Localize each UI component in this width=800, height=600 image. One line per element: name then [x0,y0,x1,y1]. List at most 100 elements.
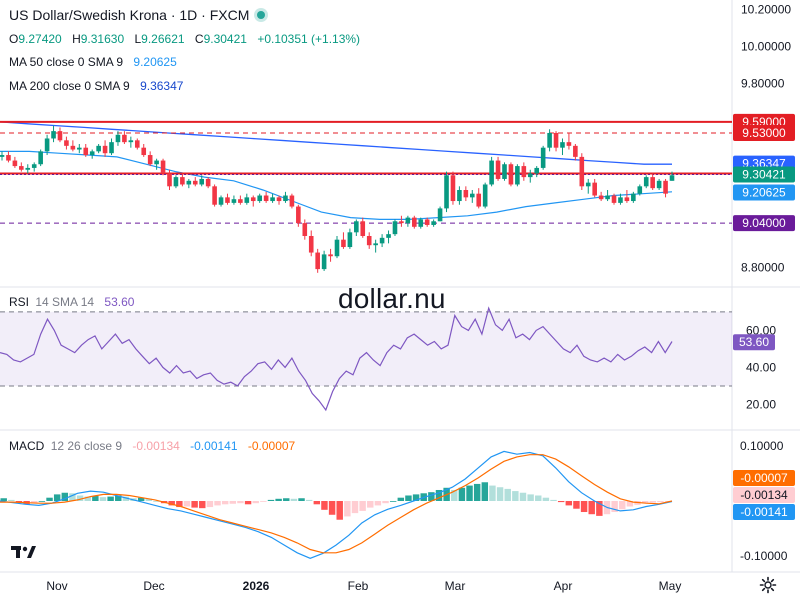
candle-body [611,195,617,203]
macd-histogram-bar [611,501,618,513]
time-tick-label: Feb [348,579,369,593]
candle-body [476,193,482,207]
macd-legend[interactable]: MACD 12 26 close 9 -0.00134 -0.00141 -0.… [9,439,295,453]
rsi-value-tag-label: 53.60 [739,335,769,349]
price-tag-label: 9.04000 [742,216,786,230]
candle-body [502,164,507,179]
price-tick-label: 10.00000 [741,39,791,53]
macd-histogram-bar [305,499,313,501]
ma200-legend[interactable]: MA 200 close 0 SMA 9 9.36347 [9,79,183,93]
candle-body [431,221,436,225]
candle-body [25,167,31,170]
macd-line-value: -0.00141 [190,439,238,453]
ma200-line [0,121,672,165]
candle-body [566,142,572,146]
tradingview-logo-icon[interactable] [10,541,38,561]
candle-body [669,175,675,181]
candle-body [115,134,121,143]
price-tag-label: 9.30421 [742,168,786,182]
macd-histogram-bar [267,499,275,501]
candle-body [424,219,430,225]
candle-body [270,197,275,202]
macd-histogram-bar [298,498,305,501]
candle-body [31,164,37,168]
candle-body [38,151,43,165]
candle-body [231,199,237,203]
candle-body [134,140,140,148]
macd-histogram-bar [481,482,489,501]
candle-body [289,195,295,207]
candle-body [450,175,456,202]
candle-body [192,180,198,185]
candle-body [347,232,353,248]
rsi-legend[interactable]: RSI 14 SMA 14 53.60 [9,295,134,309]
candle-body [560,142,565,148]
candle-body [263,195,269,202]
macd-histogram-bar [275,498,282,501]
candle-body [70,145,76,150]
macd-histogram-bar [596,501,603,516]
macd-histogram-bar [466,485,473,501]
price-tick-label: 8.80000 [741,260,785,274]
macd-value-tag [733,470,795,486]
candle-body [579,156,585,187]
settings-gear-icon[interactable] [759,576,777,594]
macd-histogram-bar [183,501,191,507]
macd-histogram-bar [313,501,321,505]
candle-body [482,184,488,207]
candle-body [96,145,101,152]
price-tag [733,215,795,232]
candle-body [457,190,462,202]
candle-body [598,195,604,200]
macd-histogram-bar [145,498,153,501]
rsi-tick-label: 20.00 [746,397,776,411]
candle-body [180,177,185,185]
macd-histogram-bar [221,501,229,505]
candle-body [199,178,205,185]
symbol-title-row[interactable]: US Dollar/Swedish Krona · 1D · FXCM [9,7,266,23]
macd-tick-label: 0.10000 [740,439,784,453]
symbol-title[interactable]: US Dollar/Swedish Krona · 1D · FXCM [9,7,250,23]
candle-body [109,142,114,154]
macd-histogram-bar [191,501,198,508]
candle-body [547,132,552,148]
candle-body [573,145,578,157]
macd-histogram-bar [38,501,46,502]
candle-body [540,147,546,168]
macd-histogram-bar [328,501,336,515]
macd-histogram-bar [252,501,259,504]
watermark-text: dollar.nu [338,283,446,314]
macd-histogram-bar [260,501,267,502]
candle-body [366,236,372,246]
candle-body [147,155,153,165]
ma50-line [0,150,673,220]
macd-histogram-bar [367,501,374,508]
rsi-value: 53.60 [104,295,135,309]
ma50-value: 9.20625 [133,55,177,69]
rsi-tick-label: 60.00 [746,323,776,337]
macd-histogram-bar [336,501,343,520]
candle-body [399,221,404,224]
macd-histogram-bar [206,501,214,508]
macd-histogram-bar [237,501,244,504]
candle-body [379,237,385,244]
candle-body [51,131,56,139]
candle-body [186,180,192,185]
rsi-band-fill [0,311,732,386]
candle-body [122,134,127,143]
macd-value-tag [733,504,795,520]
macd-histogram-bar [389,501,397,502]
rsi-params: 14 SMA 14 [35,295,95,309]
macd-histogram-bar [397,497,405,501]
candle-body [276,197,282,202]
macd-histogram-bar [76,495,84,501]
candle-body [656,180,662,189]
ma50-legend[interactable]: MA 50 close 0 SMA 9 9.20625 [9,55,177,69]
candle-body [308,236,314,253]
macd-histogram-bar [84,496,91,501]
candle-body [444,175,449,209]
candle-body [412,217,417,227]
candle-body [212,186,217,205]
rsi-value-tag [733,334,775,351]
